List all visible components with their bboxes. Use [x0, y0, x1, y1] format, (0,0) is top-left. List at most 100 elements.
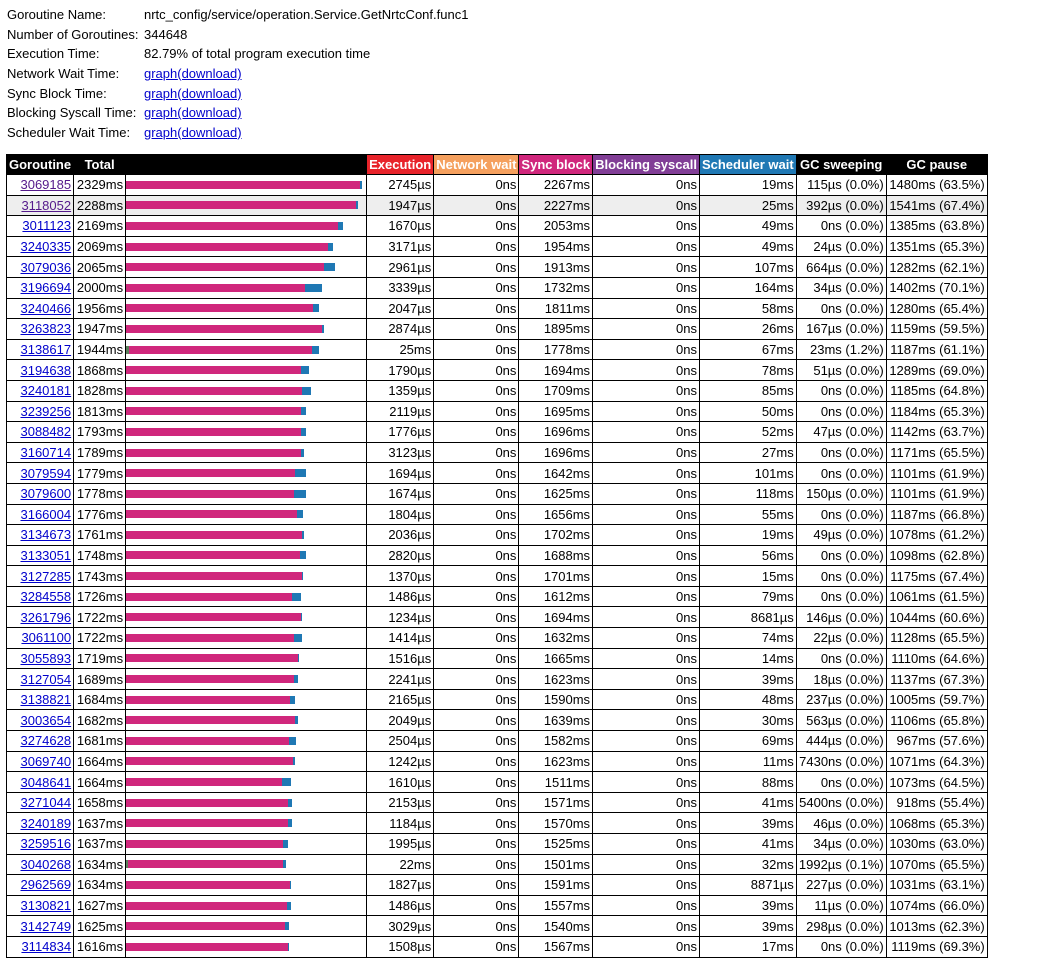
duration-cell: 1289ms (69.0%) [885, 359, 988, 381]
goroutine-id-cell: 3011123 [5, 215, 75, 237]
goroutine-link[interactable]: 3240335 [20, 239, 72, 255]
download-link[interactable]: (download) [177, 66, 242, 82]
duration-cell: 0ns [592, 668, 700, 690]
duration-cell: 0ns [592, 462, 700, 484]
duration-cell: 1947ms [73, 318, 127, 340]
duration-cell: 1567ms [518, 935, 594, 958]
duration-cell: 2049µs [366, 709, 435, 732]
duration-cell: 0ns [592, 544, 700, 567]
goroutine-link[interactable]: 3079594 [20, 465, 72, 481]
goroutine-link[interactable]: 3055893 [20, 650, 72, 666]
goroutine-link[interactable]: 3196694 [20, 280, 72, 296]
goroutine-link[interactable]: 3061100 [21, 630, 72, 646]
duration-cell: 0ns (0.0%) [795, 215, 887, 237]
goroutine-link[interactable]: 3271044 [20, 795, 72, 811]
goroutine-link[interactable]: 3040268 [20, 856, 72, 872]
goroutine-link[interactable]: 2962569 [20, 877, 72, 893]
goroutine-link[interactable]: 3284558 [20, 589, 72, 605]
goroutine-link[interactable]: 3194638 [20, 362, 72, 378]
goroutine-link[interactable]: 3166004 [20, 506, 72, 522]
goroutine-link[interactable]: 3263823 [20, 321, 72, 337]
goroutine-id-cell: 3196694 [5, 276, 75, 299]
goroutine-link[interactable]: 3138617 [20, 342, 72, 358]
duration-cell: 0ns [433, 668, 520, 690]
goroutine-row: 3263823 1947ms 2874µs 0ns 1895ms 0ns 26ms 167µs… [5, 318, 988, 340]
goroutine-link[interactable]: 3240181 [20, 383, 72, 399]
goroutine-link[interactable]: 3069185 [20, 177, 72, 193]
duration-cell: 1031ms (63.1%) [885, 874, 988, 896]
goroutine-link[interactable]: 3134673 [20, 527, 72, 543]
goroutine-link[interactable]: 3160714 [20, 445, 72, 461]
bar-segment [295, 469, 306, 478]
download-link[interactable]: (download) [177, 124, 242, 140]
goroutine-row: 3239256 1813ms 2119µs 0ns 1695ms 0ns 50ms 0ns (… [5, 400, 988, 423]
graph-link[interactable]: graph [144, 105, 178, 121]
goroutine-link[interactable]: 3069740 [20, 753, 72, 769]
goroutine-link[interactable]: 3138821 [20, 692, 72, 708]
column-header: GC sweeping [795, 154, 887, 175]
goroutine-row: 3160714 1789ms 3123µs 0ns 1696ms 0ns 27ms 0ns (… [5, 441, 988, 464]
goroutine-link[interactable]: 3240466 [20, 300, 72, 316]
goroutine-link[interactable]: 3011123 [22, 218, 72, 234]
info-value: graph(download) [144, 83, 468, 103]
goroutine-link[interactable]: 3079600 [20, 486, 72, 502]
goroutine-link[interactable]: 3048641 [20, 774, 72, 790]
goroutine-link[interactable]: 3127054 [20, 671, 72, 687]
info-row: Sync Block Time: graph(download) [7, 83, 468, 103]
goroutine-link[interactable]: 3127285 [20, 568, 72, 584]
goroutine-link[interactable]: 3261796 [20, 609, 72, 625]
bar-segment [126, 592, 293, 601]
goroutine-id-cell: 3284558 [5, 585, 75, 608]
goroutine-link[interactable]: 3142749 [20, 918, 72, 934]
goroutine-row: 3069185 2329ms 2745µs 0ns 2267ms 0ns 19ms 115µs… [5, 174, 988, 196]
goroutine-link[interactable]: 3088482 [20, 424, 72, 440]
bar-segment [288, 819, 293, 828]
duration-cell: 0ns [592, 688, 700, 711]
duration-cell: 3029µs [366, 915, 435, 937]
duration-cell: 0ns [592, 421, 700, 443]
goroutine-link[interactable]: 3118052 [21, 197, 72, 213]
duration-cell: 1044ms (60.6%) [885, 606, 988, 629]
graph-link[interactable]: graph [144, 85, 178, 101]
duration-cell: 3339µs [366, 276, 435, 299]
goroutine-link[interactable]: 3003654 [20, 712, 72, 728]
bar-segment [283, 839, 288, 848]
goroutine-link[interactable]: 3114834 [21, 939, 72, 955]
bar-segment [126, 283, 305, 292]
duration-cell: 69ms [698, 730, 797, 752]
goroutine-link[interactable]: 3239256 [20, 403, 72, 419]
goroutine-link[interactable]: 3240189 [20, 815, 72, 831]
goroutine-row: 3194638 1868ms 1790µs 0ns 1694ms 0ns 78ms 51µs … [5, 359, 988, 381]
time-bar [126, 880, 366, 889]
goroutine-link[interactable]: 3079036 [20, 259, 72, 275]
download-link[interactable]: (download) [177, 85, 242, 101]
goroutine-link[interactable]: 3274628 [20, 733, 72, 749]
duration-cell: 0ns [433, 915, 520, 937]
goroutine-link[interactable]: 3259516 [20, 836, 72, 852]
bar-segment [126, 448, 302, 457]
bar-segment [360, 180, 362, 189]
graph-link[interactable]: graph [144, 66, 178, 82]
duration-cell: 1282ms (62.1%) [885, 256, 988, 278]
duration-cell: 0ns [433, 400, 520, 423]
duration-cell: 1171ms (65.5%) [885, 441, 988, 464]
duration-cell: 11µs (0.0%) [795, 894, 887, 917]
duration-cell: 0ns [592, 194, 700, 217]
goroutine-link[interactable]: 3130821 [20, 898, 72, 914]
bar-header [125, 154, 368, 175]
bar-cell [125, 709, 368, 732]
goroutine-row: 3240189 1637ms 1184µs 0ns 1570ms 0ns 39ms 46µs … [5, 812, 988, 834]
goroutine-link[interactable]: 3133051 [20, 547, 72, 563]
time-bar [126, 283, 366, 292]
duration-cell: 0ns (0.0%) [795, 441, 887, 464]
duration-cell: 150µs (0.0%) [795, 482, 887, 505]
graph-link[interactable]: graph [144, 124, 178, 140]
bar-segment [126, 819, 288, 828]
info-row: Number of Goroutines: 344648 [7, 25, 468, 45]
duration-cell: 1078ms (61.2%) [885, 524, 988, 546]
duration-cell: 1658ms [73, 791, 127, 814]
bar-cell [125, 627, 368, 649]
column-header: Execution [366, 154, 435, 175]
goroutine-row: 3118052 2288ms 1947µs 0ns 2227ms 0ns 25ms 392µs… [5, 194, 988, 217]
download-link[interactable]: (download) [177, 105, 242, 121]
